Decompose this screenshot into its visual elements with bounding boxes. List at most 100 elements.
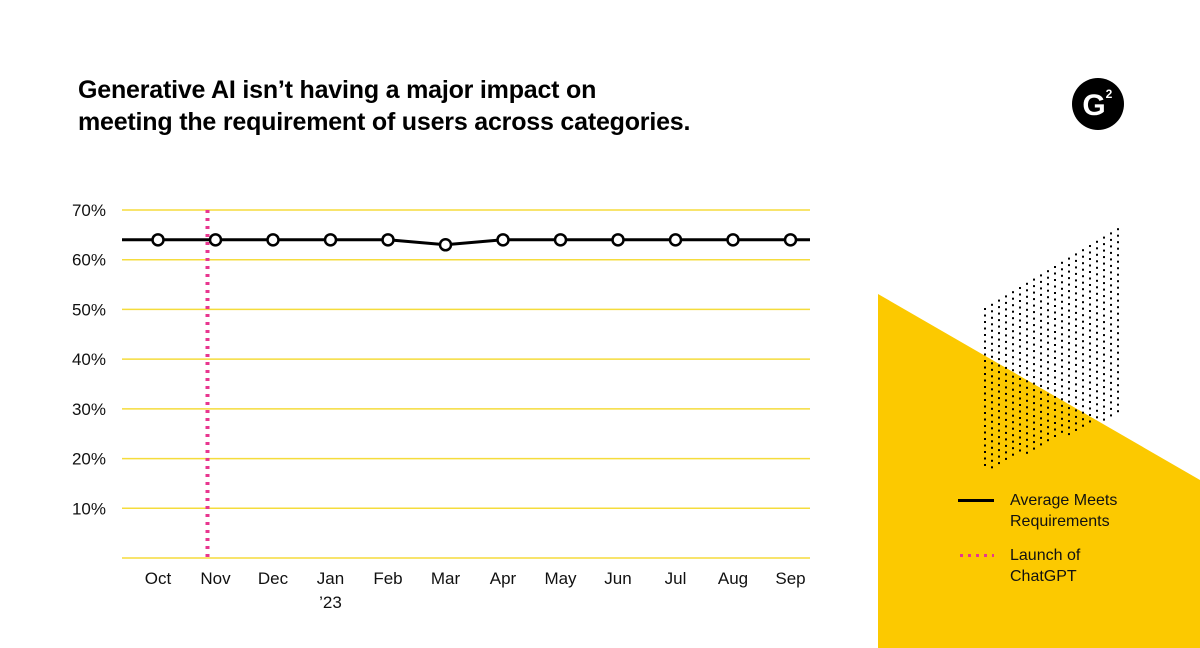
pattern-dot — [1068, 342, 1070, 345]
pattern-dot — [1096, 318, 1098, 321]
pattern-dot — [1096, 247, 1098, 250]
pattern-dot — [1110, 284, 1112, 287]
pattern-dot — [1054, 370, 1056, 372]
pattern-dot — [991, 440, 993, 443]
y-tick-label: 30% — [72, 400, 106, 419]
pattern-dot — [1117, 273, 1119, 276]
pattern-dot — [1047, 302, 1049, 305]
pattern-dot — [984, 340, 986, 343]
pattern-dot — [1089, 284, 1091, 286]
pattern-dot — [1096, 266, 1098, 269]
pattern-dot — [1096, 240, 1098, 243]
pattern-dot — [1005, 418, 1007, 421]
pattern-dot — [1054, 331, 1056, 333]
pattern-dot — [1110, 238, 1112, 241]
pattern-dot — [1075, 357, 1077, 360]
pattern-dot — [1061, 398, 1063, 401]
legend-swatch-solid-line — [958, 490, 994, 511]
pattern-dot — [1110, 401, 1112, 404]
logo-letter: G — [1082, 89, 1105, 122]
pattern-dot — [1012, 401, 1014, 404]
x-tick-label: Nov — [200, 569, 231, 588]
pattern-dot — [1005, 347, 1007, 350]
pattern-dot — [1012, 382, 1014, 385]
pattern-dot — [1012, 421, 1014, 424]
pattern-dot — [1005, 321, 1007, 324]
pattern-dot — [1005, 444, 1007, 447]
series-markers — [151, 233, 798, 252]
pattern-dot — [1103, 373, 1105, 376]
pattern-dot — [1033, 382, 1035, 385]
pattern-dot — [1089, 323, 1091, 325]
pattern-dot — [1005, 295, 1007, 298]
pattern-dot — [1005, 457, 1007, 460]
pattern-dot — [1054, 350, 1056, 353]
pattern-dot — [1075, 337, 1077, 340]
pattern-dot — [1082, 294, 1084, 297]
pattern-dot — [1117, 299, 1119, 302]
pattern-dot — [1068, 394, 1070, 397]
pattern-dot — [1110, 355, 1112, 358]
pattern-dot — [1096, 299, 1098, 302]
pattern-dot — [1005, 451, 1007, 454]
pattern-dot — [1075, 279, 1077, 282]
pattern-dot — [1117, 312, 1119, 315]
pattern-dot — [1040, 352, 1042, 355]
pattern-dot — [1026, 438, 1028, 441]
pattern-dot — [1019, 443, 1021, 445]
pattern-dot — [1026, 399, 1028, 402]
pattern-dot — [1068, 296, 1070, 299]
pattern-dot — [1110, 271, 1112, 274]
pattern-dot — [1019, 300, 1021, 302]
pattern-dot — [1089, 297, 1091, 299]
pattern-dot — [1117, 241, 1119, 244]
pattern-dot — [1110, 381, 1112, 384]
x-tick-label: Oct — [145, 569, 172, 588]
x-tick-label: Apr — [490, 569, 517, 588]
pattern-dot — [1054, 422, 1056, 424]
pattern-dot — [1068, 413, 1070, 416]
pattern-dot — [991, 459, 993, 462]
pattern-dot — [1075, 298, 1077, 301]
pattern-dot — [1061, 307, 1063, 310]
pattern-dot — [1117, 384, 1119, 387]
pattern-dot — [1026, 321, 1028, 324]
x-tick-label: Dec — [258, 569, 289, 588]
pattern-dot — [1117, 286, 1119, 289]
pattern-dot — [1110, 388, 1112, 391]
pattern-dot — [1005, 366, 1007, 369]
pattern-dot — [984, 464, 986, 466]
pattern-dot — [1075, 389, 1077, 392]
pattern-dot — [1096, 331, 1098, 334]
pattern-dot — [1096, 377, 1098, 380]
pattern-dot — [1096, 396, 1098, 399]
pattern-dot — [1082, 385, 1084, 388]
pattern-dot — [998, 416, 1000, 419]
pattern-dot — [1040, 423, 1042, 426]
pattern-dot — [1033, 285, 1035, 288]
pattern-dot — [1117, 358, 1119, 361]
pattern-dot — [1033, 324, 1035, 327]
pattern-dot — [984, 386, 986, 388]
pattern-dot — [991, 453, 993, 456]
pattern-dot — [1026, 373, 1028, 376]
pattern-dot — [1089, 258, 1091, 260]
pattern-dot — [984, 438, 986, 440]
pattern-dot — [984, 327, 986, 330]
pattern-dot — [1033, 402, 1035, 405]
y-tick-label: 20% — [72, 450, 106, 469]
pattern-dot — [1110, 251, 1112, 254]
pattern-dot — [1068, 290, 1070, 293]
pattern-dot — [1019, 430, 1021, 432]
y-tick-label: 70% — [72, 201, 106, 220]
pattern-dot — [1103, 392, 1105, 395]
pattern-dot — [1033, 415, 1035, 418]
pattern-dot — [1117, 319, 1119, 322]
pattern-dot — [1103, 314, 1105, 317]
pattern-dot — [1047, 361, 1049, 364]
pattern-dot — [1117, 260, 1119, 263]
pattern-dot — [1103, 399, 1105, 402]
y-tick-label: 50% — [72, 300, 106, 319]
pattern-dot — [1061, 320, 1063, 323]
pattern-dot — [1005, 353, 1007, 356]
